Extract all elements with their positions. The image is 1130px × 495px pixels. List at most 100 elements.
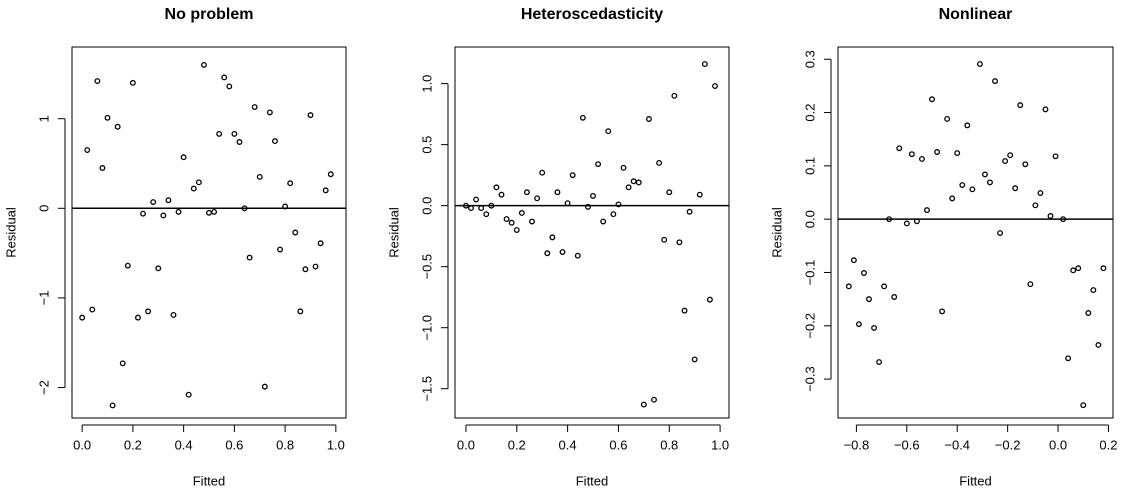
chart-title: No problem <box>165 6 254 23</box>
point <box>266 109 273 116</box>
point <box>871 324 877 331</box>
point <box>1070 267 1077 274</box>
point <box>891 294 898 300</box>
point <box>845 283 852 290</box>
x-tick-label: 0.4 <box>175 437 193 452</box>
point <box>1052 153 1059 160</box>
point <box>221 74 228 81</box>
x-tick-label: 0.6 <box>609 437 627 452</box>
point <box>140 210 146 217</box>
point <box>185 391 192 398</box>
point <box>992 78 998 85</box>
point <box>595 161 602 168</box>
point <box>256 173 263 180</box>
point <box>145 308 152 315</box>
point <box>1037 190 1044 197</box>
x-tick-label: 0.2 <box>1099 437 1117 452</box>
point <box>94 78 101 85</box>
point <box>903 220 910 227</box>
point <box>297 308 304 315</box>
point <box>478 205 485 212</box>
point <box>850 257 857 264</box>
point <box>625 184 632 191</box>
point <box>671 92 678 99</box>
point <box>1095 342 1102 348</box>
point <box>322 187 329 194</box>
point <box>620 164 627 171</box>
point <box>696 191 703 198</box>
point <box>635 179 642 186</box>
point <box>944 116 951 122</box>
x-tick-label: 0.0 <box>457 437 475 452</box>
point <box>160 212 167 219</box>
point <box>976 61 983 68</box>
point <box>615 201 622 208</box>
point <box>913 218 920 225</box>
y-tick-label: 0.3 <box>802 50 817 68</box>
y-tick-label: −2 <box>36 380 51 395</box>
point <box>605 128 612 135</box>
y-tick-label: 1.0 <box>419 75 434 93</box>
point <box>1027 281 1034 288</box>
point <box>569 172 576 179</box>
point <box>277 246 283 253</box>
point <box>287 180 294 187</box>
point <box>1042 106 1049 113</box>
point <box>200 61 207 68</box>
x-tick-label: 0.6 <box>225 437 243 452</box>
point <box>651 396 657 403</box>
y-tick-label: −1.0 <box>419 315 434 341</box>
point <box>129 79 136 86</box>
point <box>211 208 218 215</box>
point <box>261 383 268 390</box>
point <box>886 216 893 223</box>
point <box>165 197 172 204</box>
point <box>666 189 673 196</box>
x-axis-label: Fitted <box>576 473 609 488</box>
x-tick-label: 0.2 <box>508 437 526 452</box>
point <box>712 83 718 90</box>
point <box>292 229 299 236</box>
x-axis-label: Fitted <box>193 473 226 488</box>
point <box>949 195 956 202</box>
point <box>987 179 993 186</box>
point <box>934 149 941 155</box>
y-tick-label: 0.0 <box>802 210 817 228</box>
point <box>246 254 253 261</box>
point <box>691 356 698 363</box>
point <box>1017 102 1024 109</box>
point <box>109 402 116 409</box>
point <box>600 218 607 225</box>
point <box>982 171 988 178</box>
point <box>701 61 708 68</box>
point <box>964 122 971 129</box>
point <box>508 219 515 226</box>
point <box>236 139 243 145</box>
point <box>307 112 314 119</box>
point <box>175 208 182 215</box>
point <box>150 199 157 205</box>
point <box>231 130 238 137</box>
point <box>272 138 278 145</box>
point <box>1032 202 1039 209</box>
y-tick-label: 1 <box>36 115 51 122</box>
point <box>706 296 713 303</box>
point <box>918 155 925 162</box>
point <box>564 200 571 207</box>
x-tick-label: 0.4 <box>559 437 577 452</box>
point <box>929 96 935 103</box>
y-tick-label: −0.5 <box>419 254 434 280</box>
point <box>513 227 520 234</box>
point <box>574 252 581 259</box>
point <box>959 182 966 189</box>
point <box>640 401 647 408</box>
x-tick-label: 0.0 <box>73 437 91 452</box>
y-axis-label: Residual <box>3 207 18 258</box>
point <box>630 178 637 185</box>
point <box>468 205 474 212</box>
y-tick-label: 0.1 <box>802 157 817 175</box>
point <box>855 321 862 328</box>
point <box>518 210 525 216</box>
point <box>529 218 535 225</box>
